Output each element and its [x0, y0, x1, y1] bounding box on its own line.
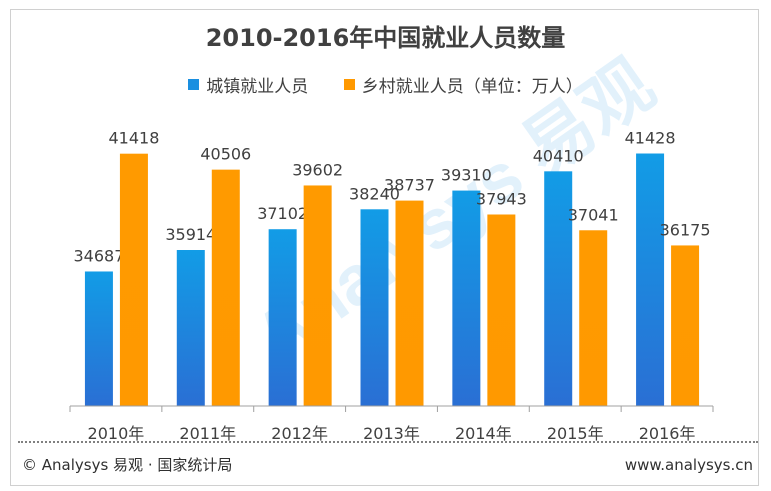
- legend-label-rural: 乡村就业人员（单位：万人）: [361, 77, 583, 97]
- data-label-urban-2: 37102: [257, 204, 308, 223]
- x-tick-label-2: 2012年: [271, 424, 328, 443]
- bar-urban-2: [268, 229, 297, 406]
- chart-legend: 城镇就业人员 乡村就业人员（单位：万人）: [0, 72, 771, 97]
- legend-swatch-rural: [343, 79, 355, 90]
- data-label-rural-5: 37041: [568, 205, 619, 224]
- data-label-rural-0: 41418: [108, 129, 159, 148]
- x-tick-label-0: 2010年: [88, 424, 145, 443]
- x-tick-label-6: 2016年: [639, 424, 696, 443]
- legend-item-rural: 乡村就业人员（单位：万人）: [343, 72, 583, 97]
- x-tick-label-4: 2014年: [455, 424, 512, 443]
- bar-urban-1: [176, 250, 205, 406]
- source-note: © Analysys 易观 · 国家统计局: [22, 456, 233, 474]
- x-tick-label-5: 2015年: [547, 424, 604, 443]
- legend-item-urban: 城镇就业人员: [188, 72, 308, 97]
- x-tick-label-3: 2013年: [363, 424, 420, 443]
- bar-rural-6: [671, 245, 700, 406]
- data-label-rural-6: 36175: [660, 220, 711, 239]
- data-label-urban-5: 40410: [533, 146, 584, 165]
- data-label-rural-2: 39602: [292, 160, 343, 179]
- data-label-rural-3: 38737: [384, 176, 435, 195]
- bar-urban-0: [84, 271, 113, 406]
- data-label-urban-1: 35914: [165, 225, 216, 244]
- website-url: www.analysys.cn: [624, 456, 753, 474]
- bar-urban-5: [544, 171, 573, 406]
- data-label-urban-6: 41428: [625, 129, 676, 148]
- bar-rural-3: [395, 200, 424, 406]
- footer-divider: [18, 441, 758, 443]
- legend-label-urban: 城镇就业人员: [206, 77, 309, 97]
- bar-rural-4: [487, 214, 516, 406]
- data-label-urban-4: 39310: [441, 166, 492, 185]
- bar-rural-5: [579, 230, 608, 406]
- data-label-rural-1: 40506: [200, 145, 251, 164]
- legend-swatch-urban: [188, 79, 200, 90]
- x-tick-label-1: 2011年: [179, 424, 236, 443]
- chart-title: 2010-2016年中国就业人员数量: [205, 24, 566, 52]
- data-label-rural-4: 37943: [476, 189, 527, 208]
- data-label-urban-3: 38240: [349, 184, 400, 203]
- bar-rural-2: [303, 185, 332, 406]
- bar-rural-1: [211, 169, 240, 406]
- bar-urban-6: [636, 153, 665, 406]
- bar-rural-0: [119, 153, 148, 406]
- bar-urban-4: [452, 190, 481, 406]
- data-label-urban-0: 34687: [73, 246, 124, 265]
- bar-urban-3: [360, 209, 389, 406]
